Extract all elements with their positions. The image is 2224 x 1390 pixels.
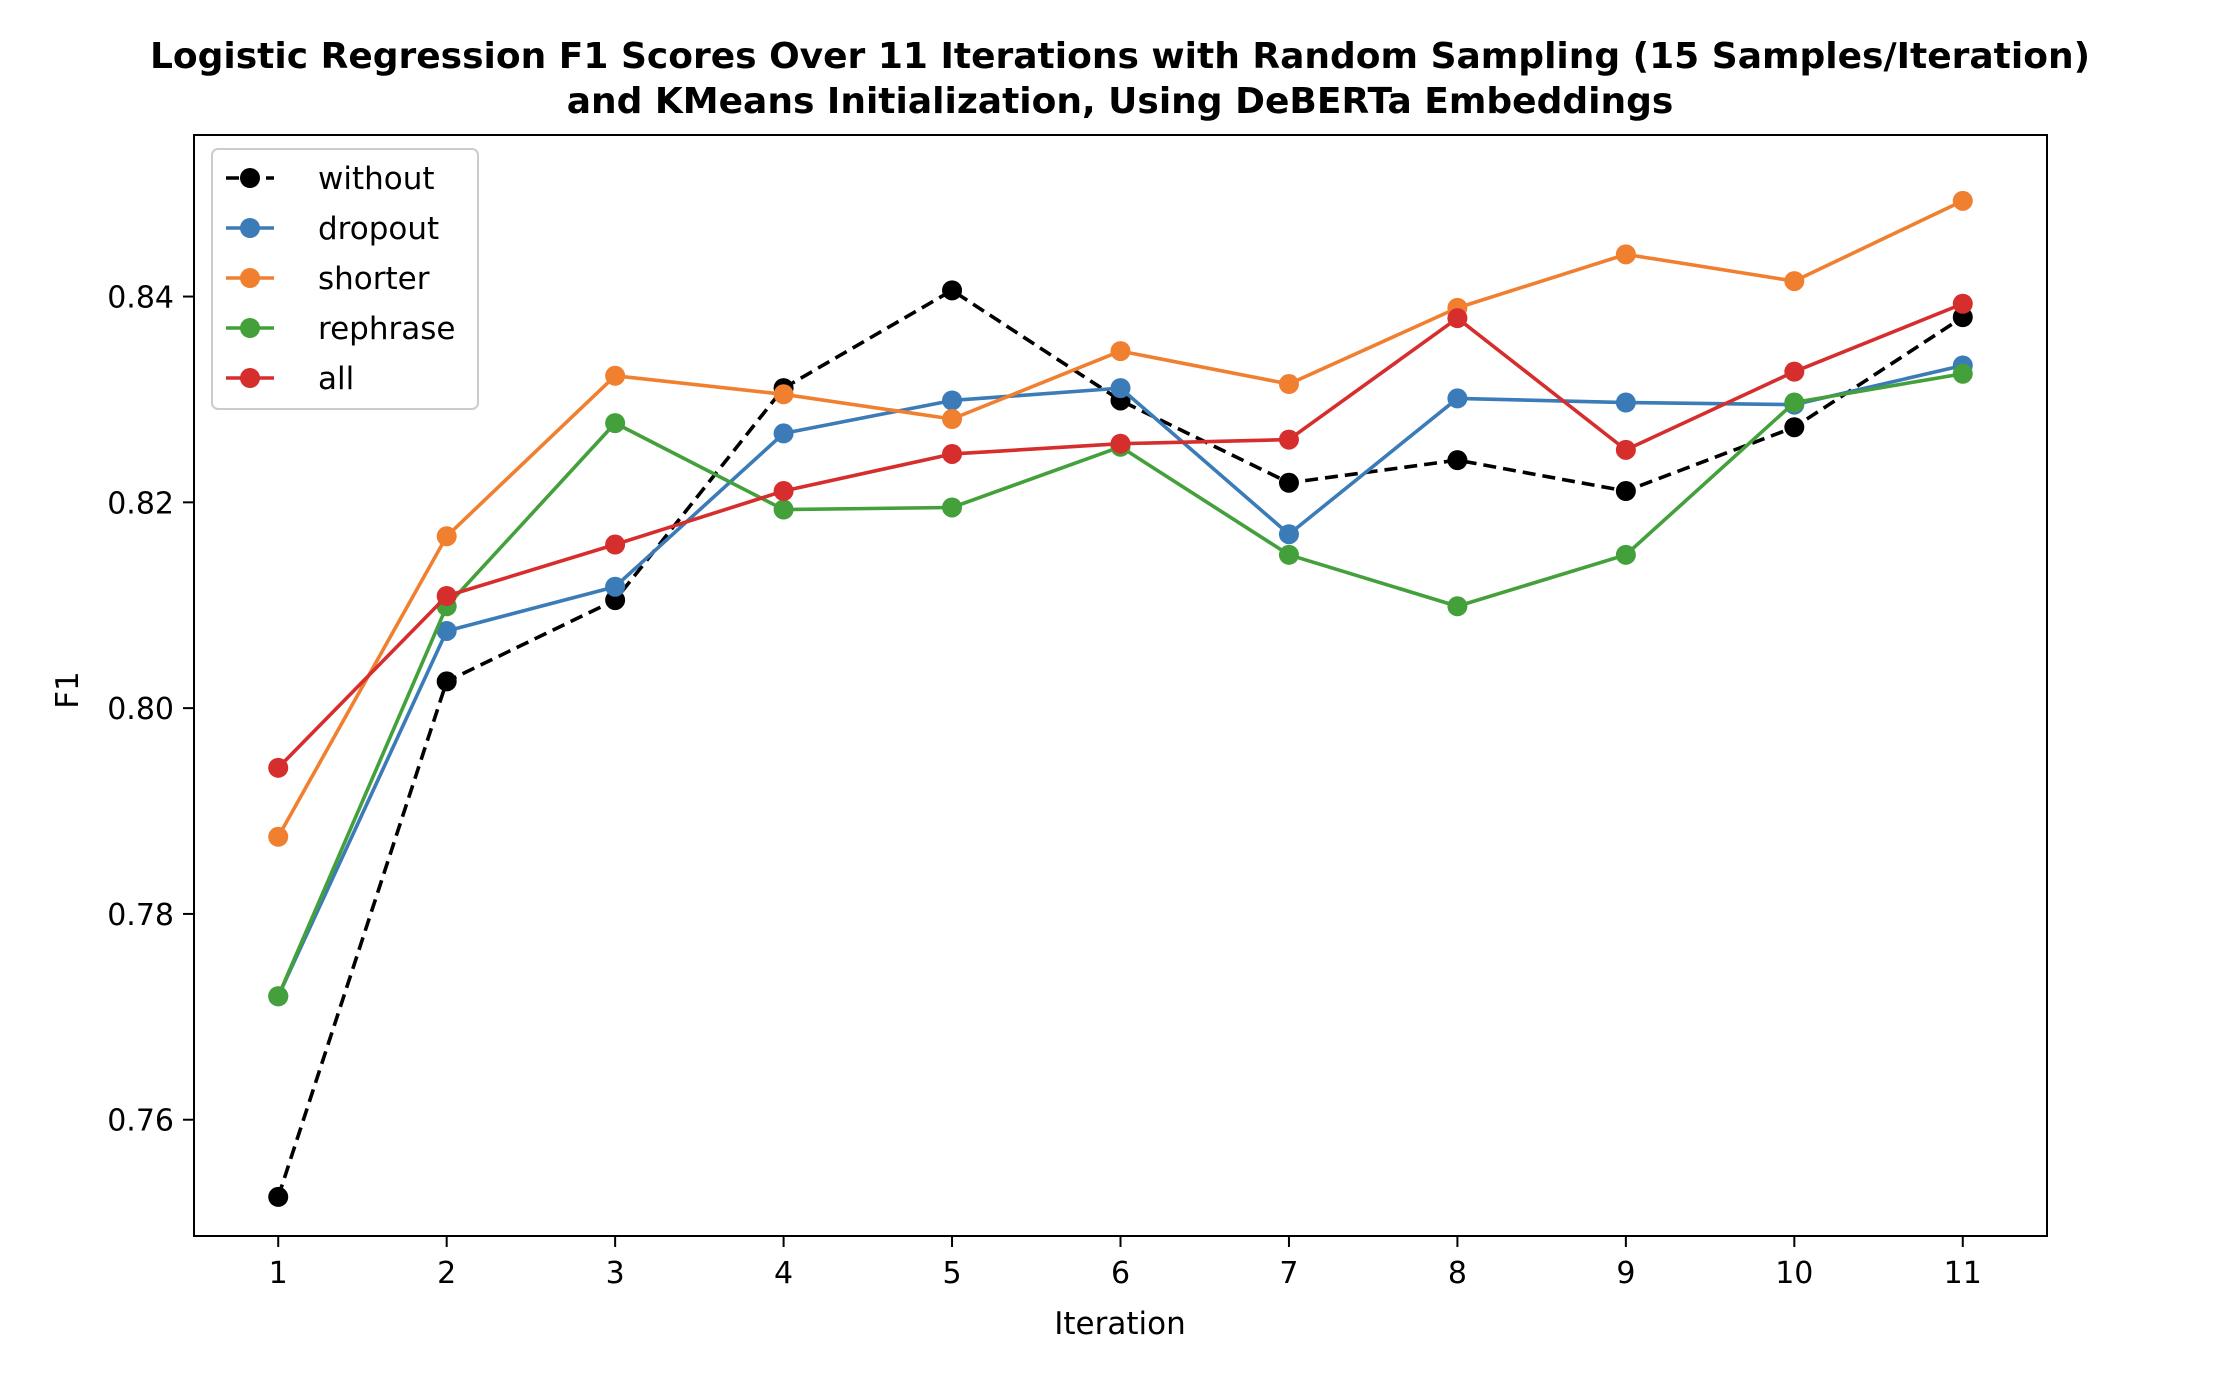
legend-marker-shorter <box>240 268 260 288</box>
data-point-rephrase <box>1615 544 1636 565</box>
x-tick-label: 7 <box>1279 1256 1298 1291</box>
data-point-dropout <box>1278 524 1299 545</box>
data-point-without <box>1784 417 1805 438</box>
data-point-shorter <box>1278 374 1299 395</box>
data-point-dropout <box>605 576 626 597</box>
x-tick-label: 5 <box>942 1256 961 1291</box>
data-point-dropout <box>1447 388 1468 409</box>
legend-label-rephrase: rephrase <box>318 311 455 347</box>
data-point-rephrase <box>605 413 626 434</box>
legend-label-all: all <box>318 361 354 397</box>
y-tick-label: 0.80 <box>107 692 174 727</box>
x-tick-label: 10 <box>1775 1256 1813 1291</box>
y-tick-label: 0.84 <box>107 281 174 316</box>
chart-title-line2: and KMeans Initialization, Using DeBERTa… <box>567 81 1674 122</box>
data-point-rephrase <box>1447 596 1468 617</box>
series-line-all <box>276 302 1964 770</box>
data-point-all <box>1952 293 1973 314</box>
data-point-without <box>942 280 963 301</box>
chart-title-line1: Logistic Regression F1 Scores Over 11 It… <box>150 36 2090 77</box>
data-point-without <box>436 671 457 692</box>
legend-box <box>211 148 479 410</box>
data-point-all <box>268 757 289 778</box>
y-tick-label: 0.82 <box>107 486 174 521</box>
data-point-dropout <box>942 390 963 411</box>
data-point-shorter <box>773 384 794 405</box>
data-point-all <box>773 481 794 502</box>
data-point-shorter <box>268 826 289 847</box>
y-tick-label: 0.78 <box>107 898 174 933</box>
series-line-dropout <box>276 363 1964 998</box>
series-without <box>268 280 1973 1207</box>
data-point-all <box>1447 308 1468 329</box>
y-axis-label: F1 <box>50 671 86 709</box>
data-point-without <box>1278 472 1299 493</box>
plot-frame <box>193 134 2048 1237</box>
data-point-shorter <box>1784 271 1805 292</box>
data-point-dropout <box>1615 392 1636 413</box>
data-point-shorter <box>1952 190 1973 211</box>
legend-marker-all <box>240 368 260 388</box>
data-point-rephrase <box>1278 544 1299 565</box>
legend-label-shorter: shorter <box>318 261 430 297</box>
data-point-shorter <box>1615 244 1636 265</box>
series-line-rephrase <box>276 371 1964 997</box>
data-point-rephrase <box>1952 363 1973 384</box>
y-axis: 0.76 0.78 0.80 0.82 0.84 <box>107 281 194 1139</box>
legend: without dropout shorter rephrase all <box>211 148 479 410</box>
series-all <box>268 293 1973 778</box>
data-point-shorter <box>436 526 457 547</box>
data-point-all <box>1784 361 1805 382</box>
x-axis: 1 2 3 4 5 6 7 8 9 10 11 <box>269 1236 1982 1291</box>
data-point-all <box>605 534 626 555</box>
data-point-all <box>942 443 963 464</box>
data-point-all <box>436 585 457 606</box>
x-tick-label: 4 <box>774 1256 793 1291</box>
legend-label-dropout: dropout <box>318 211 439 247</box>
x-tick-label: 11 <box>1944 1256 1982 1291</box>
legend-marker-dropout <box>240 218 260 238</box>
series-shorter <box>268 190 1973 847</box>
data-point-without <box>1447 450 1468 471</box>
legend-label-without: without <box>318 161 435 197</box>
data-point-dropout <box>436 620 457 641</box>
x-tick-label: 1 <box>269 1256 288 1291</box>
data-point-all <box>1615 439 1636 460</box>
data-point-without <box>268 1186 289 1207</box>
data-point-all <box>1110 433 1131 454</box>
x-axis-label: Iteration <box>1054 1306 1186 1342</box>
x-tick-label: 2 <box>437 1256 456 1291</box>
data-point-rephrase <box>942 497 963 518</box>
x-tick-label: 6 <box>1111 1256 1130 1291</box>
data-point-dropout <box>773 423 794 444</box>
x-tick-label: 8 <box>1448 1256 1467 1291</box>
series-layer <box>268 190 1973 1207</box>
data-point-shorter <box>605 365 626 386</box>
series-rephrase <box>268 363 1973 1007</box>
y-tick-label: 0.76 <box>107 1104 174 1139</box>
data-point-shorter <box>942 408 963 429</box>
x-tick-label: 9 <box>1616 1256 1635 1291</box>
data-point-shorter <box>1110 341 1131 362</box>
data-point-without <box>1615 481 1636 502</box>
series-line-shorter <box>276 199 1964 838</box>
data-point-rephrase <box>773 499 794 520</box>
legend-marker-rephrase <box>240 318 260 338</box>
data-point-all <box>1278 429 1299 450</box>
data-point-dropout <box>1110 378 1131 399</box>
data-point-rephrase <box>268 986 289 1007</box>
series-line-without <box>276 288 1964 1198</box>
legend-marker-without <box>240 168 260 188</box>
data-point-rephrase <box>1784 392 1805 413</box>
x-tick-label: 3 <box>606 1256 625 1291</box>
